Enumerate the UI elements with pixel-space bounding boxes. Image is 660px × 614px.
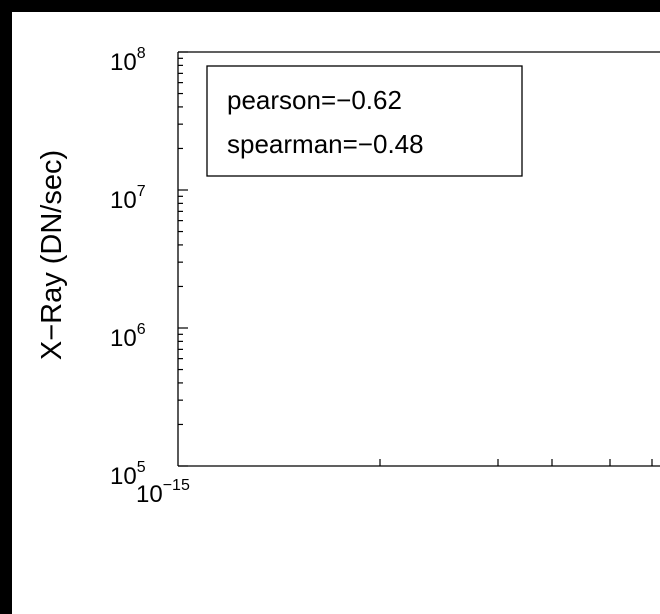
spearman-label: spearman=−0.48 bbox=[227, 129, 424, 159]
y-minor-ticks bbox=[178, 57, 183, 426]
pearson-label: pearson=−0.62 bbox=[227, 85, 402, 115]
y-axis-label: X−Ray (DN/sec) bbox=[36, 150, 68, 360]
x-ticks bbox=[379, 459, 653, 466]
y-tick-label-1e5: 105 bbox=[110, 459, 146, 490]
x-tick-label-1e-15: 10−15 bbox=[136, 477, 190, 508]
y-tick-label-1e7: 107 bbox=[110, 183, 146, 214]
stats-box bbox=[206, 65, 523, 177]
y-major-ticks bbox=[178, 51, 188, 467]
y-tick-label-1e8: 108 bbox=[110, 45, 146, 76]
y-tick-label-1e6: 106 bbox=[110, 321, 146, 352]
